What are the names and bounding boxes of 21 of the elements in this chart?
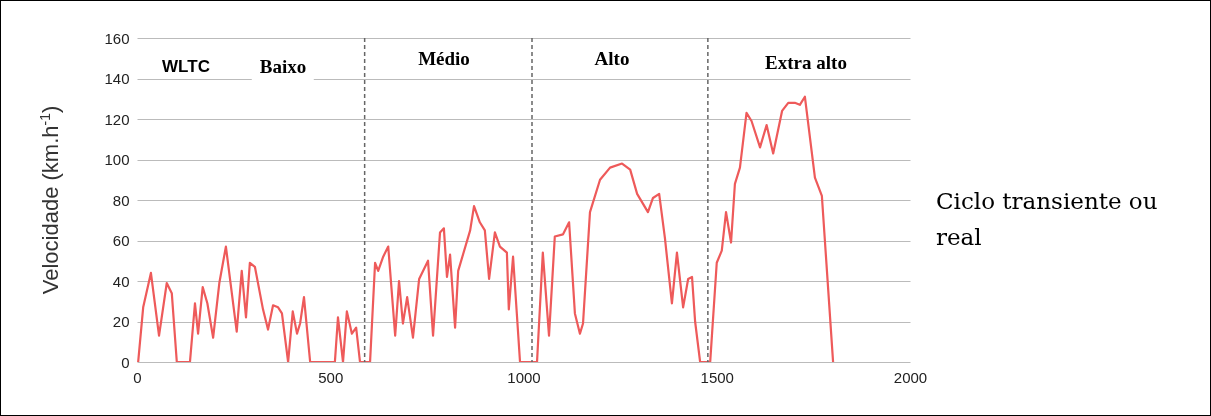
y-tick-label: 80 <box>112 191 130 209</box>
x-tick-label: 500 <box>318 368 344 386</box>
x-tick-label: 1500 <box>700 368 734 386</box>
x-tick-label: 2000 <box>893 368 928 386</box>
y-tick-label: 120 <box>104 110 130 128</box>
annotation: Médio <box>410 46 478 72</box>
y-tick-label: 100 <box>104 151 130 168</box>
x-tick-label: 0 <box>133 368 142 386</box>
x-tick-label: 1000 <box>507 368 541 386</box>
y-tick-label: 20 <box>112 313 130 330</box>
annotation: Alto <box>586 46 638 72</box>
annotation: WLTC <box>154 55 218 79</box>
y-tick-label: 40 <box>112 272 130 290</box>
annotation: Extra alto <box>757 50 855 76</box>
y-tick-label: 140 <box>104 70 130 87</box>
annotation: Baixo <box>251 54 315 80</box>
y-tick-label: 160 <box>104 29 130 47</box>
y-tick-label: 0 <box>121 353 130 371</box>
line-series <box>137 95 835 362</box>
text: Ciclo transiente ou real <box>936 187 1159 252</box>
y-tick-label: 60 <box>112 232 130 249</box>
